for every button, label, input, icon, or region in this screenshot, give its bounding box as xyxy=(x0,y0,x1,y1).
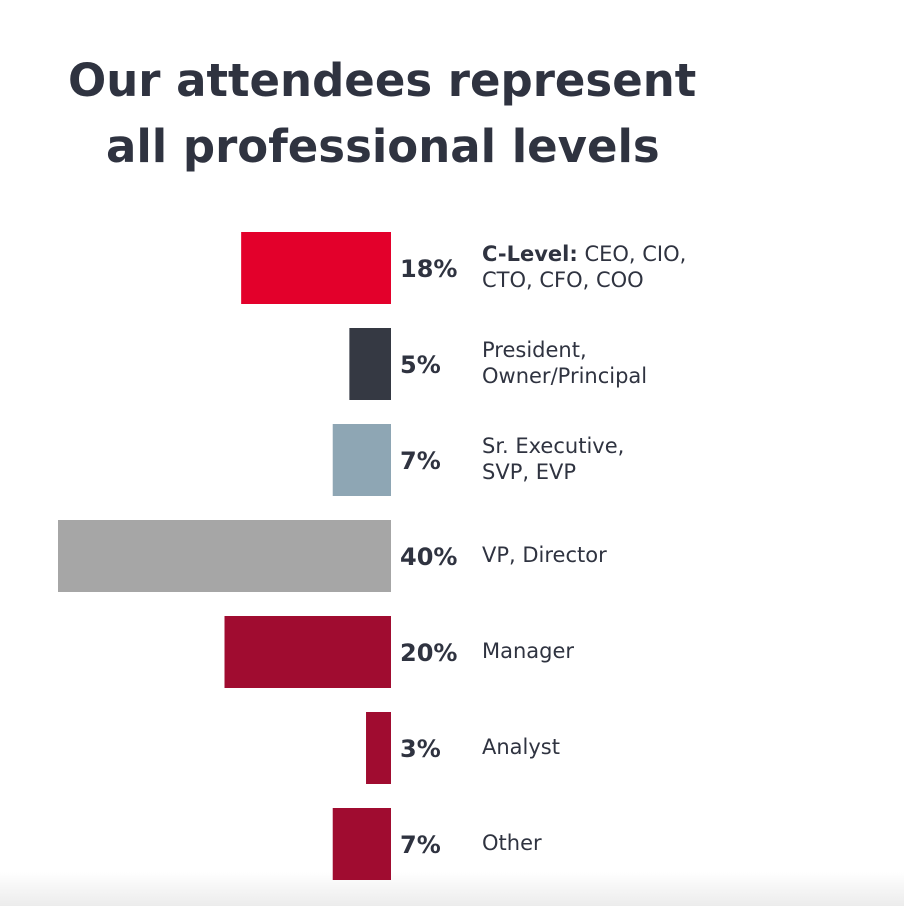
chart-title: Our attendees represent xyxy=(68,54,696,107)
category-label: Owner/Principal xyxy=(482,364,647,388)
bottom-fade xyxy=(0,872,904,906)
bar xyxy=(241,232,391,304)
bar xyxy=(58,520,391,592)
category-label: CTO, CFO, COO xyxy=(482,268,644,292)
value-label: 20% xyxy=(400,639,457,667)
category-label: Manager xyxy=(482,639,574,663)
bar xyxy=(366,712,391,784)
bar xyxy=(349,328,391,400)
value-label: 5% xyxy=(400,351,441,379)
value-label: 3% xyxy=(400,735,441,763)
bar xyxy=(332,424,391,496)
category-label: C-Level: CEO, CIO, xyxy=(482,242,686,266)
category-label-part: C-Level: xyxy=(482,242,578,266)
value-label: 7% xyxy=(400,447,441,475)
category-label: Analyst xyxy=(482,735,560,759)
category-label: SVP, EVP xyxy=(482,460,576,484)
category-label: Sr. Executive, xyxy=(482,434,624,458)
category-label: VP, Director xyxy=(482,543,607,567)
bar xyxy=(332,808,391,880)
value-label: 18% xyxy=(400,255,457,283)
category-label: President, xyxy=(482,338,587,362)
bar xyxy=(224,616,391,688)
value-label: 7% xyxy=(400,831,441,859)
category-label-part: CEO, CIO, xyxy=(578,242,687,266)
value-label: 40% xyxy=(400,543,457,571)
category-label: Other xyxy=(482,831,542,855)
chart-title: all professional levels xyxy=(106,120,660,173)
